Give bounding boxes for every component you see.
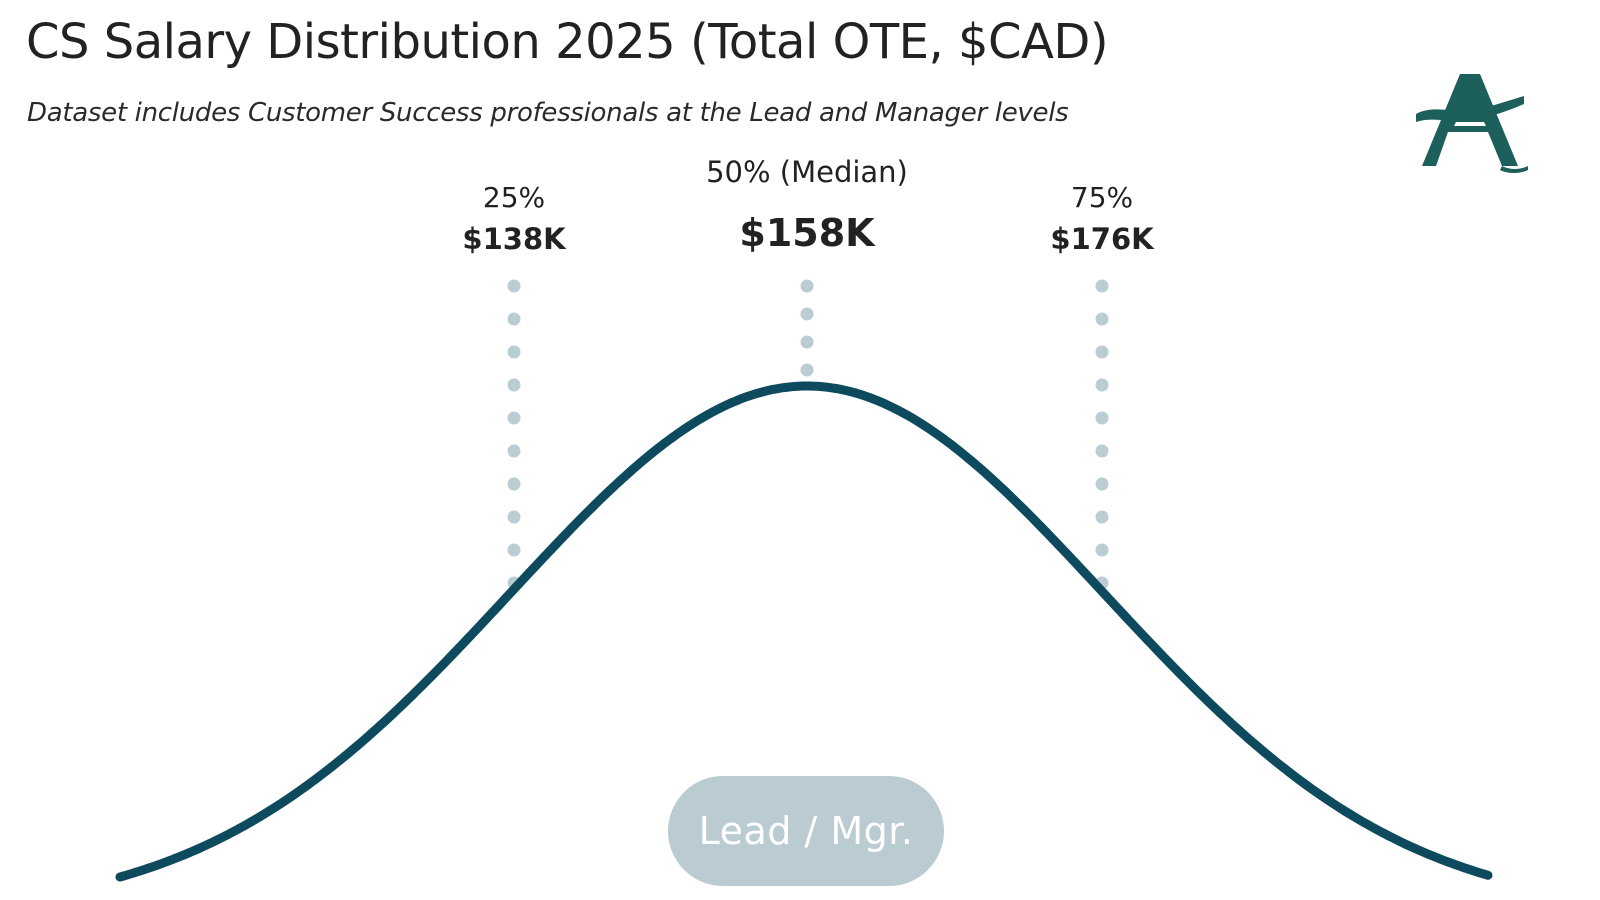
guide-dot-p75 — [1095, 444, 1109, 458]
guide-dot-p25 — [507, 510, 521, 524]
guide-dot-p25 — [507, 543, 521, 557]
guide-dot-p75 — [1095, 279, 1109, 293]
guide-dot-p75 — [1095, 543, 1109, 557]
guide-dot-p25 — [507, 345, 521, 359]
percentile-label: 25% — [483, 181, 545, 214]
chart-title: CS Salary Distribution 2025 (Total OTE, … — [26, 14, 1109, 70]
distribution-curve — [115, 381, 1493, 882]
guide-dot-p25 — [507, 378, 521, 392]
guide-dot-p75 — [1095, 510, 1109, 524]
percentile-value-label: $158K — [739, 211, 876, 255]
percentile-labels: 25% $138K 50% (Median) $158K 75% $176K — [462, 155, 1155, 256]
percentile-guides — [507, 279, 1109, 590]
percentile-label: 75% — [1071, 181, 1133, 214]
guide-dot-p50 — [800, 279, 814, 293]
guide-dot-p25 — [507, 477, 521, 491]
guide-dot-p25 — [507, 312, 521, 326]
guide-dot-p50 — [800, 335, 814, 349]
percentile-label: 50% (Median) — [706, 155, 908, 189]
guide-dot-p25 — [507, 444, 521, 458]
guide-dot-p75 — [1095, 477, 1109, 491]
guide-dot-p50 — [800, 307, 814, 321]
category-pill: Lead / Mgr. — [668, 776, 944, 886]
percentile-value-label: $138K — [462, 222, 567, 256]
letter-a-logo-icon — [1416, 74, 1528, 173]
guide-dot-p25 — [507, 279, 521, 293]
chart-subtitle: Dataset includes Customer Success profes… — [27, 98, 1069, 128]
guide-dot-p75 — [1095, 345, 1109, 359]
guide-dot-p50 — [800, 363, 814, 377]
guide-dot-p75 — [1095, 312, 1109, 326]
guide-dot-p75 — [1095, 378, 1109, 392]
guide-dot-p25 — [507, 411, 521, 425]
percentile-value-label: $176K — [1050, 222, 1155, 256]
guide-dot-p75 — [1095, 411, 1109, 425]
